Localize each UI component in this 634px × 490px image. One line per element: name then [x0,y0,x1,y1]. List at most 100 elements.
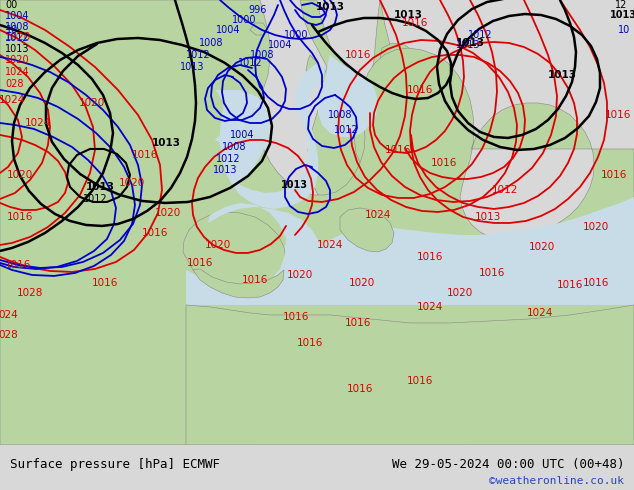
Text: 1012: 1012 [5,33,30,43]
Text: 1013: 1013 [213,165,237,175]
Text: 028: 028 [0,330,18,340]
Text: 1020: 1020 [7,170,33,180]
Text: 1016: 1016 [92,278,118,288]
Text: 1024: 1024 [365,210,391,220]
Polygon shape [186,197,634,305]
Text: 1012: 1012 [492,185,518,195]
Text: 1013: 1013 [456,40,480,50]
Text: 1004: 1004 [230,130,254,140]
Text: 10: 10 [6,25,18,35]
Text: 1013: 1013 [610,10,634,20]
Text: 1013: 1013 [152,138,181,148]
Text: 1012: 1012 [82,194,107,204]
Text: 1000: 1000 [232,15,256,25]
Text: 1008: 1008 [250,50,275,60]
Text: 1016: 1016 [187,258,213,268]
Text: 1016: 1016 [283,312,309,322]
Text: 1016: 1016 [242,275,268,285]
Text: 1013: 1013 [316,2,344,12]
Text: 1000: 1000 [284,30,308,40]
Text: 00: 00 [5,0,17,10]
Text: 1016: 1016 [345,318,371,328]
Text: 996: 996 [249,5,267,15]
Text: 1012: 1012 [468,30,493,40]
Text: 1016: 1016 [132,150,158,160]
Text: 1008: 1008 [5,22,30,32]
Text: 1016: 1016 [407,85,433,95]
Text: 1004: 1004 [268,40,292,50]
Text: 1004: 1004 [216,25,240,35]
Text: 1016: 1016 [601,170,627,180]
Text: 1016: 1016 [431,158,457,168]
Text: 12: 12 [615,0,628,10]
Text: 1020: 1020 [447,288,473,298]
Text: 1012: 1012 [238,58,262,68]
Polygon shape [0,0,634,445]
Text: 1020: 1020 [287,270,313,280]
Text: 1024: 1024 [0,95,25,105]
Polygon shape [340,208,394,252]
Text: 1016: 1016 [417,252,443,262]
Polygon shape [186,97,215,131]
Text: 1020: 1020 [583,222,609,232]
Text: We 29-05-2024 00:00 UTC (00+48): We 29-05-2024 00:00 UTC (00+48) [392,458,624,470]
Text: 1013: 1013 [475,212,501,222]
Polygon shape [0,0,38,75]
Text: 1013: 1013 [180,62,204,72]
Polygon shape [250,23,267,35]
Text: 1016: 1016 [479,268,505,278]
Text: 1020: 1020 [529,242,555,252]
Polygon shape [318,55,378,137]
Text: 1012: 1012 [333,125,358,135]
Text: 1013: 1013 [455,38,484,48]
Text: 1016: 1016 [345,50,371,60]
Text: 1016: 1016 [557,280,583,290]
Text: 1016: 1016 [142,228,168,238]
Text: Surface pressure [hPa] ECMWF: Surface pressure [hPa] ECMWF [10,458,219,470]
Polygon shape [196,90,248,173]
Text: 1016: 1016 [402,18,428,28]
Polygon shape [300,0,384,217]
Text: 1020: 1020 [79,98,105,108]
Text: ©weatheronline.co.uk: ©weatheronline.co.uk [489,476,624,487]
Text: 1020: 1020 [119,178,145,188]
Text: 1016: 1016 [5,260,31,270]
Text: 1016: 1016 [385,145,411,155]
Polygon shape [215,130,265,153]
Text: 1028: 1028 [17,288,43,298]
Text: 1016: 1016 [297,338,323,348]
Text: 1016: 1016 [7,212,33,222]
Text: 1013: 1013 [5,44,30,54]
Text: 1020: 1020 [205,240,231,250]
Polygon shape [215,63,325,209]
Text: 1012: 1012 [186,50,210,60]
Text: 1020: 1020 [349,278,375,288]
Text: 1013: 1013 [394,10,422,20]
Polygon shape [380,43,420,80]
Text: 1012: 1012 [216,154,240,164]
Text: 1016: 1016 [407,376,433,386]
Text: 1024: 1024 [317,240,343,250]
Polygon shape [354,0,402,173]
Polygon shape [306,55,328,83]
Polygon shape [183,212,286,289]
Text: 028: 028 [5,79,23,89]
Text: 1024: 1024 [25,118,51,128]
Polygon shape [208,203,325,283]
Text: 1008: 1008 [198,38,223,48]
Text: 1016: 1016 [583,278,609,288]
Text: 1013: 1013 [548,70,576,80]
Text: 1008: 1008 [328,110,353,120]
Text: 1020: 1020 [5,32,31,42]
Polygon shape [186,305,634,445]
Text: 1013: 1013 [280,180,307,190]
Text: 024: 024 [0,310,18,320]
Text: 1024: 1024 [417,302,443,312]
Text: 1008: 1008 [222,142,246,152]
Text: 1013: 1013 [86,182,115,192]
Text: 1020: 1020 [155,208,181,218]
Text: 1020: 1020 [5,55,30,65]
Text: 1016: 1016 [605,110,631,120]
Text: 1016: 1016 [347,384,373,394]
Text: 1024: 1024 [5,67,30,77]
